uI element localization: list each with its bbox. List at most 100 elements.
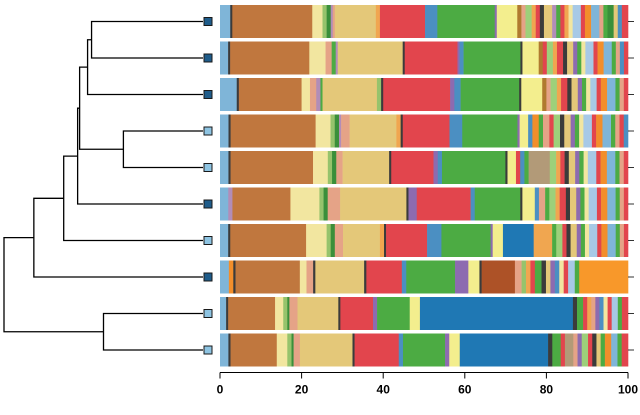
bar-segment-r8-s13 xyxy=(455,260,469,294)
bar-segment-r4-s34 xyxy=(619,114,625,148)
bar-segment-r9-s18 xyxy=(587,297,592,330)
bar-segment-r2-s8 xyxy=(337,41,403,75)
bar-segment-r6-s2 xyxy=(228,187,233,221)
bar-segment-r4-s7 xyxy=(339,114,342,148)
bar-segment-r8-s11 xyxy=(401,260,407,294)
bar-segment-r9-s9 xyxy=(338,297,341,330)
bar-segment-r10-s28 xyxy=(611,333,618,367)
bar-segment-r5-s30 xyxy=(600,151,608,184)
bar-segment-r4-s33 xyxy=(615,114,620,148)
leaf-marker-1 xyxy=(203,17,213,26)
bar-segment-r3-s9 xyxy=(376,78,382,111)
bar-segment-r2-s21 xyxy=(563,41,568,75)
bar-segment-r8-s16 xyxy=(481,260,516,294)
bar-segment-r4-s29 xyxy=(591,114,597,148)
bar-segment-r10-s17 xyxy=(552,333,561,367)
bar-segment-r5-s7 xyxy=(336,151,343,184)
leaf-marker-8 xyxy=(203,272,213,282)
bar-segment-r5-s12 xyxy=(437,151,443,184)
bar-segment-r5-s20 xyxy=(549,151,557,184)
bar-segment-r3-s22 xyxy=(567,78,572,111)
bar-segment-r5-s10 xyxy=(391,151,434,184)
bar-segment-r10-s3 xyxy=(230,333,278,367)
bar-row-7 xyxy=(220,224,629,257)
bar-segment-r4-s9 xyxy=(349,114,397,148)
bar-segment-r3-s4 xyxy=(301,78,311,111)
bar-segment-r4-s12 xyxy=(402,114,450,148)
bar-segment-r6-s33 xyxy=(623,187,629,221)
bar-segment-r6-s32 xyxy=(619,187,625,221)
bar-segment-r2-s11 xyxy=(457,41,460,75)
bar-segment-r3-s31 xyxy=(615,78,620,111)
bar-segment-r5-s17 xyxy=(520,151,525,184)
bar-segment-r1-s19 xyxy=(531,5,537,38)
bar-segment-r7-s13 xyxy=(441,224,491,257)
bar-row-5 xyxy=(220,151,629,184)
bar-segment-r7-s28 xyxy=(601,224,608,257)
bar-segment-r4-s23 xyxy=(560,114,565,148)
bar-segment-r9-s1 xyxy=(220,297,227,330)
bar-segment-r7-s12 xyxy=(427,224,442,257)
bar-segment-r2-s18 xyxy=(546,41,554,75)
bar-segment-r7-s14 xyxy=(490,224,493,257)
bar-segment-r8-s23 xyxy=(545,260,551,294)
bar-segment-r4-s32 xyxy=(611,114,616,148)
bar-segment-r9-s8 xyxy=(297,297,339,330)
bar-segment-r7-s4 xyxy=(306,224,327,257)
bar-segment-r1-s6 xyxy=(326,5,332,38)
bar-segment-r1-s8 xyxy=(332,5,336,38)
bar-segment-r6-s14 xyxy=(520,187,523,221)
bar-segment-r5-s11 xyxy=(433,151,439,184)
bar-segment-r9-s6 xyxy=(287,297,290,330)
bar-segment-r2-s9 xyxy=(402,41,406,75)
bar-segment-r2-s16 xyxy=(538,41,544,75)
bar-segment-r2-s12 xyxy=(459,41,464,75)
bar-segment-r2-s20 xyxy=(556,41,564,75)
bar-segment-r2-s1 xyxy=(220,41,229,75)
bar-row-4 xyxy=(220,114,629,148)
bar-segment-r5-s1 xyxy=(220,151,229,184)
bar-segment-r8-s18 xyxy=(521,260,527,294)
bar-segment-r1-s5 xyxy=(322,5,327,38)
bar-segment-r4-s28 xyxy=(583,114,593,148)
bar-segment-r4-s31 xyxy=(602,114,612,148)
bar-row-8 xyxy=(220,260,629,294)
leaf-marker-6 xyxy=(203,199,213,209)
bar-segment-r5-s15 xyxy=(507,151,517,184)
dendrogram-link-5 xyxy=(76,107,203,205)
bar-segment-r10-s21 xyxy=(577,333,583,367)
bar-segment-r8-s5 xyxy=(299,260,307,294)
bar-segment-r4-s18 xyxy=(532,114,540,148)
x-tick-label-80: 80 xyxy=(540,383,554,397)
bar-segment-r5-s34 xyxy=(623,151,629,184)
bar-segment-r9-s4 xyxy=(275,297,284,330)
bar-row-1 xyxy=(220,5,629,38)
bar-segment-r4-s30 xyxy=(596,114,603,148)
bar-segment-r3-s11 xyxy=(383,78,451,111)
bar-segment-r1-s34 xyxy=(607,5,614,38)
bar-segment-r4-s22 xyxy=(553,114,561,148)
bar-segment-r10-s30 xyxy=(621,333,629,367)
bar-segment-r10-s27 xyxy=(604,333,612,367)
bar-segment-r2-s30 xyxy=(611,41,617,75)
bar-segment-r7-s17 xyxy=(533,224,553,257)
bar-segment-r9-s11 xyxy=(373,297,378,330)
bar-segment-r4-s4 xyxy=(315,114,331,148)
leaf-marker-10 xyxy=(203,345,213,355)
bar-segment-r7-s23 xyxy=(576,224,582,257)
bar-segment-r7-s30 xyxy=(615,224,621,257)
bar-segment-r1-s37 xyxy=(621,5,629,38)
bar-segment-r4-s20 xyxy=(543,114,550,148)
leaf-marker-9 xyxy=(203,309,213,318)
bar-segment-r6-s25 xyxy=(580,187,585,221)
bar-segment-r2-s31 xyxy=(615,41,621,75)
bar-segment-r4-s8 xyxy=(341,114,350,148)
bar-segment-r2-s6 xyxy=(331,41,336,75)
bar-segment-r10-s26 xyxy=(600,333,606,367)
bar-segment-r3-s28 xyxy=(596,78,602,111)
bar-segment-r2-s19 xyxy=(552,41,558,75)
bar-segment-r3-s8 xyxy=(322,78,378,111)
bar-segment-r7-s8 xyxy=(343,224,381,257)
bar-segment-r9-s25 xyxy=(617,297,623,330)
bar-segment-r5-s25 xyxy=(575,151,580,184)
